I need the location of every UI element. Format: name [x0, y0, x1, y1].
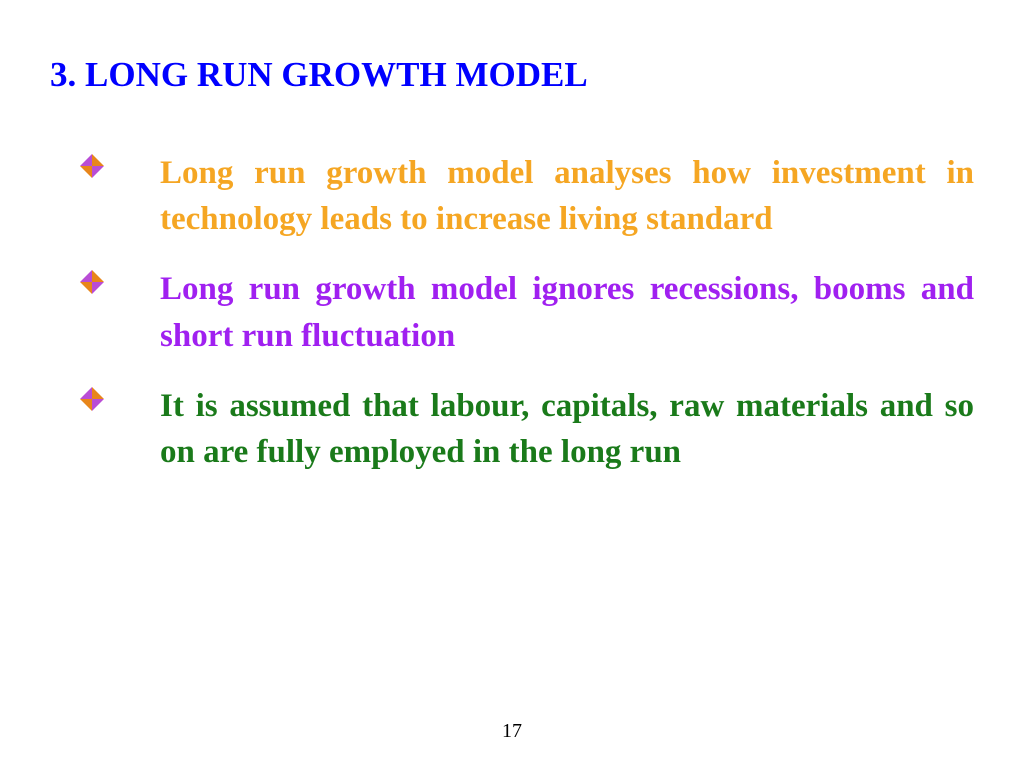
diamond-bullet-icon	[80, 387, 104, 417]
bullet-item: It is assumed that labour, capitals, raw…	[80, 383, 974, 475]
slide-heading: 3. LONG RUN GROWTH MODEL	[50, 55, 974, 95]
bullet-text: It is assumed that labour, capitals, raw…	[160, 388, 974, 470]
bullet-item: Long run growth model ignores recessions…	[80, 266, 974, 358]
bullet-list: Long run growth model analyses how inves…	[50, 150, 974, 475]
page-number: 17	[0, 720, 1024, 743]
slide-container: 3. LONG RUN GROWTH MODEL Long run growth…	[0, 0, 1024, 768]
bullet-text: Long run growth model analyses how inves…	[160, 155, 974, 237]
diamond-bullet-icon	[80, 270, 104, 300]
bullet-item: Long run growth model analyses how inves…	[80, 150, 974, 242]
bullet-text: Long run growth model ignores recessions…	[160, 271, 974, 353]
diamond-bullet-icon	[80, 154, 104, 184]
